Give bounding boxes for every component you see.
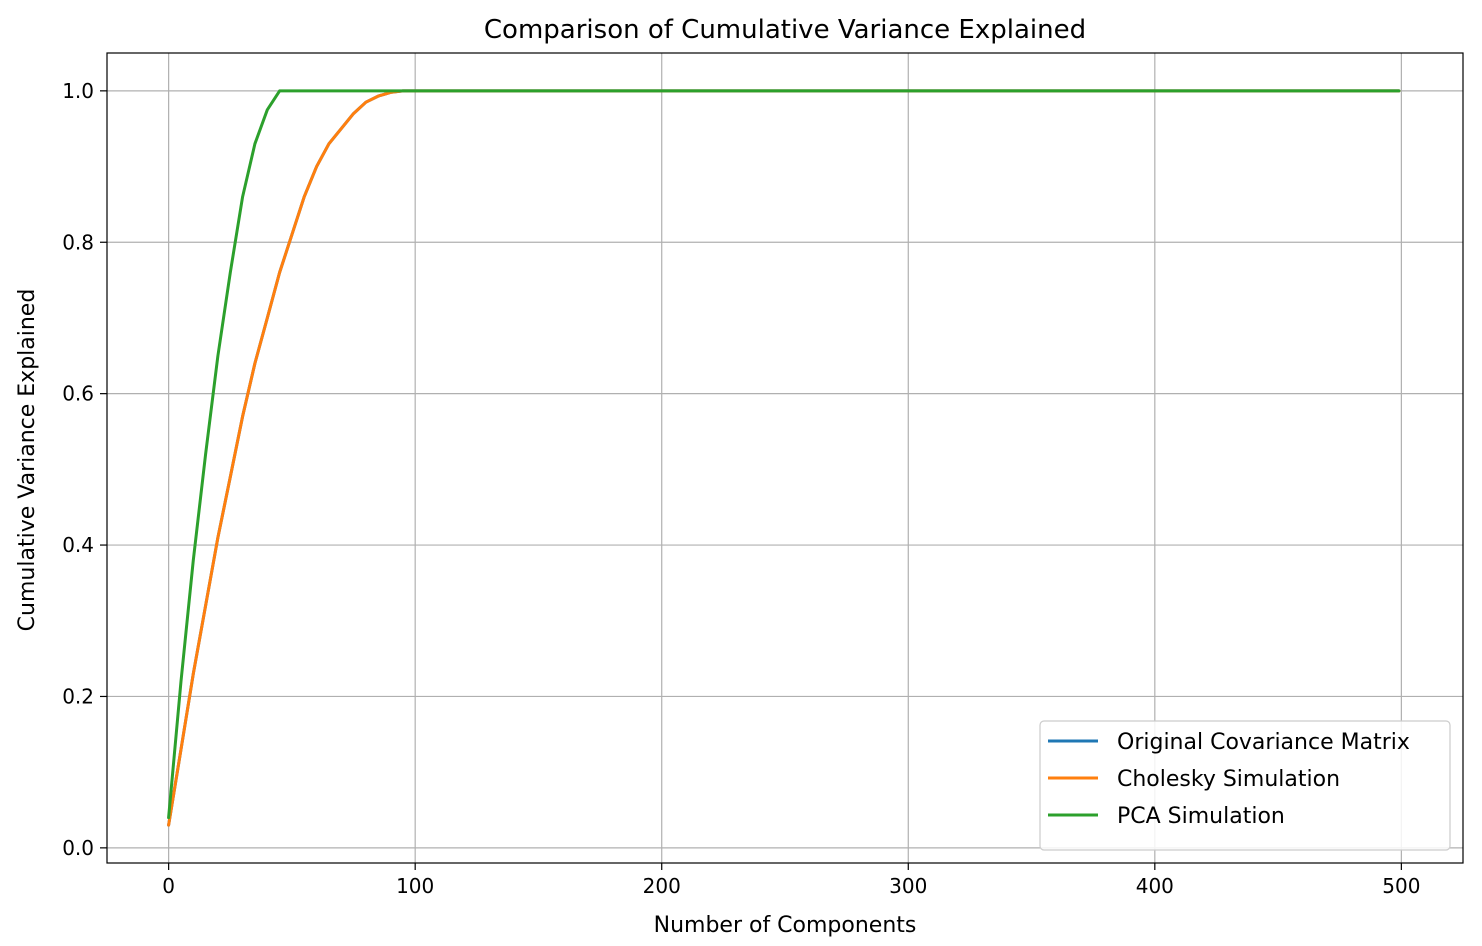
x-tick-label: 400 [1136,874,1174,898]
y-tick-label: 0.0 [62,836,94,860]
series-line-3 [167,89,1401,820]
y-tick-label: 0.4 [62,533,94,557]
x-tick-label: 500 [1382,874,1420,898]
x-tick-label: 0 [162,874,175,898]
legend-box [1039,720,1451,851]
series-layer [167,89,1401,827]
tick-layer: 0 100 200 300 400 500 0.0 0.2 0.4 0.6 0.8 1.0 [62,79,1420,898]
y-tick-label: 0.2 [62,684,94,708]
x-tick-label: 200 [643,874,681,898]
legend-label: Cholesky Simulation [1117,767,1340,792]
legend-label: PCA Simulation [1117,804,1285,829]
chart-title: Comparison of Cumulative Variance Explai… [484,15,1086,45]
y-tick-label: 0.6 [62,382,94,406]
x-tick-label: 300 [889,874,927,898]
x-axis-label: Number of Components [654,913,917,938]
x-tick-label: 100 [396,874,434,898]
y-tick-label: 1.0 [62,79,94,103]
y-tick-label: 0.8 [62,230,94,254]
legend: Original Covariance Matrix Cholesky Simul… [1039,720,1451,851]
plot-frame [106,52,1464,864]
y-axis-label: Cumulative Variance Explained [15,289,40,632]
legend-label: Original Covariance Matrix [1117,730,1410,755]
